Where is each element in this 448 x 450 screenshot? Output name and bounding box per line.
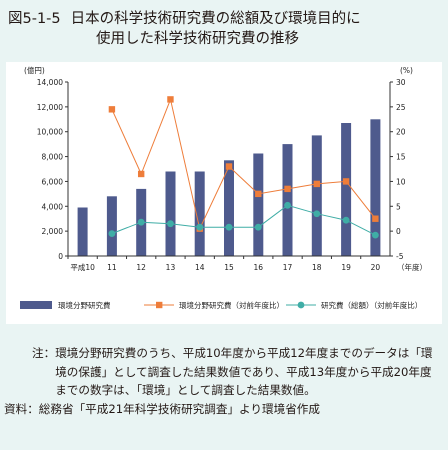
legend-orange-label: 環境分野研究費（対前年度比） — [179, 300, 284, 310]
left-tick-label-6: 12,000 — [37, 103, 63, 112]
orange-point-1 — [108, 106, 116, 113]
legend-orange-marker — [156, 301, 163, 309]
bar-7 — [282, 144, 293, 256]
x-axis-unit: （年度） — [397, 262, 427, 272]
teal-point-10 — [371, 231, 379, 239]
x-tick-label-3: 13 — [166, 263, 176, 272]
source-text: 総務省「平成21年科学技術研究調査」より環境省作成 — [38, 401, 320, 416]
orange-point-6 — [255, 190, 262, 198]
right-tick-label-1: 0 — [396, 227, 401, 236]
teal-point-7 — [284, 201, 291, 209]
figure-title: 図5-1-5 日本の科学技術研究費の総額及び環境目的に 使用した科学技術研究費の推… — [8, 9, 444, 49]
right-tick-label-3: 10 — [396, 177, 406, 186]
legend-teal-label: 研究費（総額）（対前年度比） — [321, 300, 422, 310]
legend-teal-marker — [297, 301, 305, 309]
x-tick-label-9: 19 — [341, 263, 351, 272]
x-tick-label-2: 12 — [136, 263, 146, 272]
teal-series-line — [111, 204, 376, 236]
chart-svg: 0 2,000 4,000 6,000 8,000 10,000 12,000 14,000 -… — [20, 65, 427, 310]
x-tick-label-5: 15 — [224, 263, 234, 272]
right-tick-label-4: 15 — [396, 153, 406, 162]
teal-point-8 — [313, 210, 321, 218]
bar-4 — [194, 171, 205, 256]
bar-1 — [106, 196, 117, 256]
x-tick-label-10: 20 — [371, 263, 381, 272]
bar-0 — [77, 207, 88, 256]
teal-point-2 — [137, 218, 145, 226]
left-tick-label-1: 2,000 — [42, 227, 64, 236]
orange-point-2 — [137, 170, 145, 178]
orange-point-10 — [372, 215, 379, 222]
teal-point-3 — [167, 220, 174, 228]
orange-point-8 — [313, 180, 321, 188]
x-tick-label-4: 14 — [195, 263, 205, 272]
left-tick-label-7: 14,000 — [37, 78, 63, 87]
right-tick-label-6: 25 — [396, 103, 406, 112]
orange-point-7 — [284, 185, 291, 193]
teal-point-5 — [225, 223, 233, 231]
right-tick-label-2: 5 — [396, 202, 401, 211]
bar-3 — [165, 171, 176, 256]
orange-point-9 — [342, 178, 350, 185]
right-tick-label-7: 30 — [396, 78, 406, 87]
note-label: 注： — [32, 346, 56, 360]
right-tick-label-0: -5 — [396, 252, 404, 261]
bar-9 — [341, 123, 352, 256]
bar-6 — [253, 153, 264, 256]
orange-point-5 — [225, 163, 233, 170]
teal-point-4 — [196, 223, 204, 231]
x-tick-label-1: 11 — [107, 263, 117, 272]
legend-bar-label: 環境分野研究費 — [58, 300, 111, 310]
x-tick-label-6: 16 — [253, 263, 263, 272]
chart-panel: 0 2,000 4,000 6,000 8,000 10,000 12,000 14,000 -… — [6, 62, 442, 324]
bar-10 — [370, 119, 381, 256]
orange-series-line — [111, 97, 376, 231]
orange-point-3 — [167, 96, 174, 103]
title-line-1: 日本の科学技術研究費の総額及び環境目的に — [70, 11, 361, 27]
legend-bar-swatch — [20, 301, 52, 309]
left-axis-unit: (億円) — [24, 65, 45, 75]
teal-point-6 — [254, 223, 262, 231]
figure-number: 図5-1-5 — [8, 11, 61, 27]
left-tick-label-2: 4,000 — [42, 202, 64, 211]
teal-point-9 — [342, 216, 350, 224]
left-tick-label-3: 6,000 — [42, 177, 64, 186]
note-text: 環境分野研究費のうち、平成10年度から平成12年度までのデータは「環境の保護」と… — [55, 346, 433, 397]
left-tick-label-0: 0 — [58, 252, 63, 261]
right-tick-label-5: 20 — [396, 128, 406, 137]
notes-block: 注： 環境分野研究費のうち、平成10年度から平成12年度までのデータは「環境の保… — [4, 344, 442, 418]
x-tick-label-0: 平成10 — [70, 262, 95, 272]
title-line-2: 使用した科学技術研究費の推移 — [96, 31, 299, 47]
x-tick-label-8: 18 — [312, 263, 322, 272]
source-row: 資料： 総務省「平成21年科学技術研究調査」より環境省作成 — [4, 400, 442, 419]
left-tick-label-5: 10,000 — [37, 128, 63, 137]
bar-5 — [224, 160, 234, 256]
left-tick-label-4: 8,000 — [42, 153, 64, 162]
right-axis-unit: (%) — [400, 66, 413, 75]
x-tick-label-7: 17 — [283, 263, 293, 272]
teal-point-1 — [108, 230, 116, 238]
source-label: 資料： — [4, 401, 39, 416]
bar-8 — [311, 135, 322, 256]
